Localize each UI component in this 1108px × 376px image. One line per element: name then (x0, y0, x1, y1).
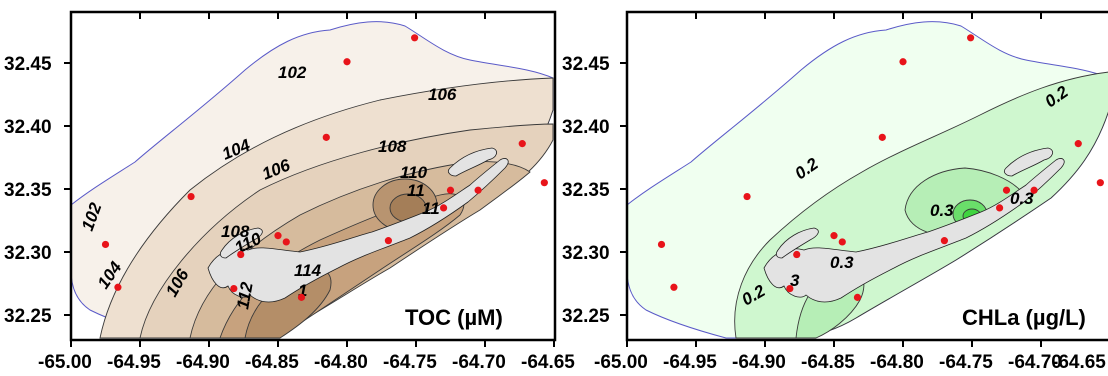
toc-contour-label: 102 (278, 63, 307, 82)
toc-bermuda-main-island (207, 158, 509, 303)
toc-bermuda-west-island (219, 227, 263, 259)
toc-contour-label: 11 (407, 181, 425, 200)
sampling-station-point (793, 250, 801, 259)
sampling-station-point (786, 284, 794, 293)
chla-contour-label: 0.3 (830, 253, 854, 272)
sampling-station-point (101, 240, 110, 249)
sampling-station-point (518, 140, 526, 148)
y-tick-label: 32.45 (562, 54, 610, 75)
sampling-station-point (1002, 186, 1011, 194)
chla-plot-frame (625, 10, 1108, 342)
x-tick-label: -64.70 (1008, 352, 1062, 373)
x-tick-label: -64.75 (383, 352, 437, 373)
sampling-station-point (743, 192, 751, 201)
chla-y-axis: 32.45 32.40 32.35 32.30 32.25 (562, 54, 627, 327)
sampling-station-point (343, 58, 351, 66)
sampling-station-point (899, 58, 907, 66)
y-tick-label: 32.30 (4, 243, 52, 264)
chla-bermuda-west-island (775, 227, 819, 259)
toc-x-axis: -65.00 -64.95 -64.90 -64.85 -64.80 -64.7… (38, 12, 575, 373)
chla-contour-label: 0.3 (930, 201, 954, 220)
y-tick-label: 32.35 (4, 180, 52, 201)
sampling-station-point (670, 283, 678, 291)
y-tick-label: 32.25 (562, 306, 610, 327)
sampling-station-point (411, 34, 419, 42)
x-tick-label: -64.80 (870, 352, 924, 373)
x-tick-label: -64.95 (663, 352, 717, 373)
chla-stations (657, 34, 1104, 301)
toc-panel-label: TOC (µM) (405, 305, 503, 330)
toc-contour-label: 108 (221, 222, 250, 241)
toc-contour-label: 114 (294, 261, 322, 280)
sampling-station-point (297, 293, 306, 301)
toc-contour-label: 110 (400, 163, 428, 182)
sampling-station-point (1096, 179, 1104, 187)
sampling-station-point (838, 238, 846, 246)
sampling-station-point (384, 237, 392, 245)
sampling-station-point (878, 133, 886, 141)
x-tick-label: -64.65 (1052, 352, 1106, 373)
toc-panel: 102 106 104 106 108 110 11 11 102 108 11… (71, 21, 554, 339)
sampling-station-point (853, 293, 862, 301)
toc-stations (101, 34, 548, 301)
x-tick-label: -64.70 (452, 352, 506, 373)
chla-contour-label: 0.3 (1010, 189, 1034, 208)
chla-x-axis: -65.00 -64.95 -64.90 -64.85 -64.80 -64.7… (594, 12, 1106, 373)
toc-plot-frame (69, 10, 557, 342)
sampling-station-point (446, 186, 455, 194)
sampling-station-point (940, 237, 949, 245)
chla-panel: 0.2 0.2 0.3 0.3 0.3 0.2 3 (627, 21, 1108, 339)
x-tick-label: -65.00 (38, 352, 92, 373)
sampling-station-point (230, 284, 238, 293)
sampling-station-point (1030, 186, 1038, 194)
sampling-station-point (237, 250, 245, 259)
toc-contour-label: 112 (233, 280, 257, 311)
x-tick-label: -64.90 (176, 352, 230, 373)
y-tick-label: 32.30 (562, 243, 610, 264)
x-tick-label: -64.95 (107, 352, 161, 373)
y-tick-label: 32.35 (562, 180, 610, 201)
sampling-station-point (540, 179, 548, 187)
sampling-station-point (114, 283, 122, 291)
toc-contour-label: 108 (378, 137, 407, 156)
sampling-station-point (440, 204, 448, 212)
sampling-station-point (187, 192, 195, 201)
x-tick-label: -64.75 (939, 352, 993, 373)
sampling-station-point (996, 204, 1004, 212)
x-tick-label: -64.90 (732, 352, 786, 373)
y-tick-label: 32.45 (4, 54, 52, 75)
x-tick-label: -64.80 (314, 352, 368, 373)
x-tick-label: -64.85 (245, 352, 299, 373)
toc-bermuda-east-island (448, 147, 498, 177)
y-tick-label: 32.25 (4, 306, 52, 327)
x-tick-label: -64.85 (801, 352, 855, 373)
sampling-station-point (322, 133, 330, 141)
toc-contour-label: 106 (428, 85, 457, 104)
chla-bermuda-east-island (1004, 147, 1054, 177)
sampling-station-point (274, 232, 282, 240)
sampling-station-point (967, 34, 975, 42)
toc-contour-label: 1 (298, 281, 307, 300)
sampling-station-point (830, 232, 838, 240)
x-tick-label: -65.00 (594, 352, 648, 373)
toc-contour-label: 11 (422, 199, 440, 218)
toc-y-axis: 32.45 32.40 32.35 32.30 32.25 (4, 54, 71, 327)
sampling-station-point (1074, 140, 1082, 148)
sampling-station-point (474, 186, 482, 194)
chla-panel-label: CHLa (µg/L) (962, 305, 1086, 330)
chla-contour-label: 3 (790, 271, 800, 290)
sampling-station-point (282, 238, 290, 246)
sampling-station-point (657, 240, 666, 249)
y-tick-label: 32.40 (562, 117, 610, 138)
chla-bermuda-main-island (763, 158, 1065, 303)
x-tick-label: -64.65 (521, 352, 575, 373)
y-tick-label: 32.40 (4, 117, 52, 138)
